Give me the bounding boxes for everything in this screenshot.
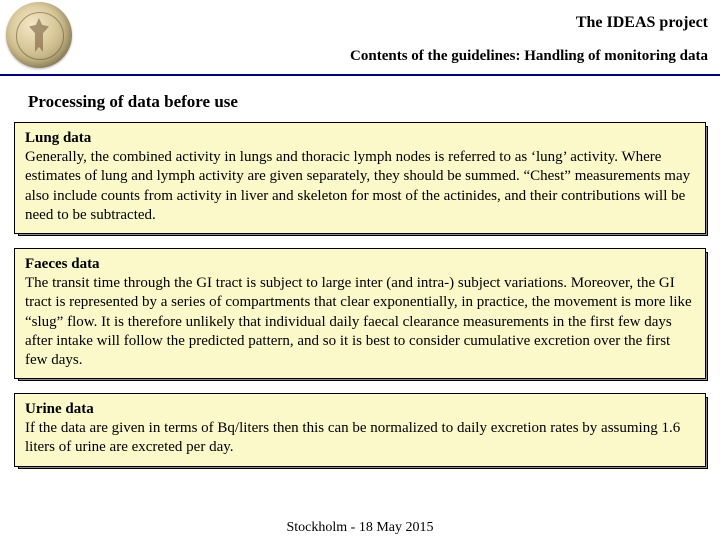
vitruvian-logo — [6, 2, 72, 68]
box-title: Lung data — [25, 130, 91, 146]
info-box-lung: Lung data Generally, the combined activi… — [14, 122, 706, 234]
section-heading: Processing of data before use — [28, 92, 720, 112]
box-content: Lung data Generally, the combined activi… — [14, 122, 706, 234]
slide-subtitle: Contents of the guidelines: Handling of … — [350, 48, 708, 65]
info-box-faeces: Faeces data The transit time through the… — [14, 248, 706, 379]
slide-footer: Stockholm - 18 May 2015 — [0, 520, 720, 536]
box-content: Urine data If the data are given in term… — [14, 393, 706, 467]
box-title: Faeces data — [25, 256, 100, 272]
box-body: The transit time through the GI tract is… — [25, 275, 692, 368]
box-content: Faeces data The transit time through the… — [14, 248, 706, 379]
box-body: If the data are given in terms of Bq/lit… — [25, 420, 680, 455]
info-box-urine: Urine data If the data are given in term… — [14, 393, 706, 467]
footer-line2: Stockholm - 18 May 2015 — [0, 520, 720, 536]
box-title: Urine data — [25, 401, 94, 417]
box-body: Generally, the combined activity in lung… — [25, 149, 690, 223]
project-title: The IDEAS project — [576, 14, 708, 32]
slide-header: The IDEAS project Contents of the guidel… — [0, 0, 720, 76]
